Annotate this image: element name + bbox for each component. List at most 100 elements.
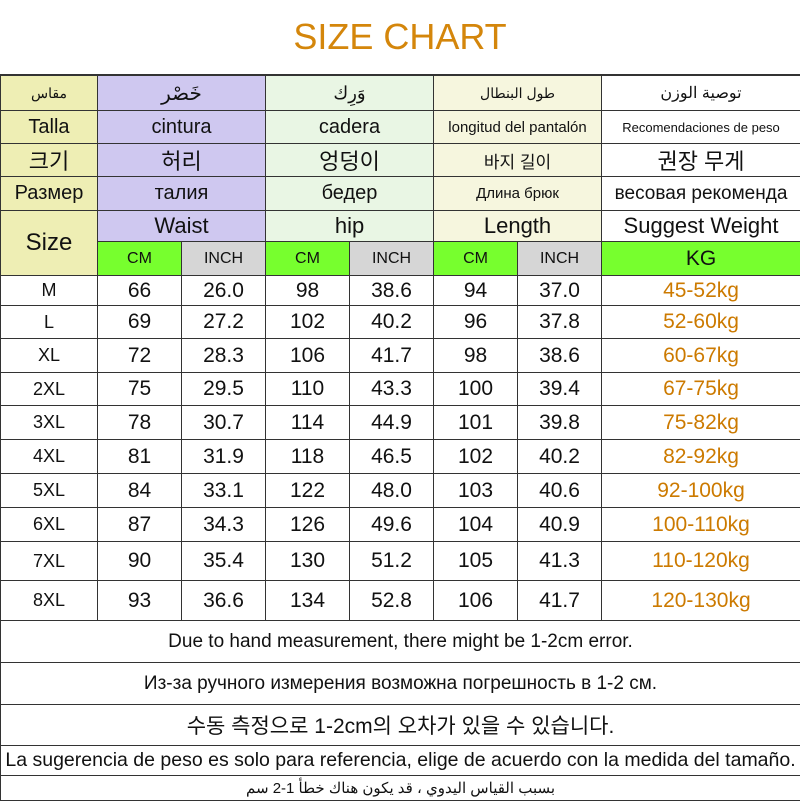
waist-header: талия <box>98 177 266 211</box>
weight-cell: 45-52kg <box>602 276 800 306</box>
weight-header: Suggest Weight <box>602 211 800 242</box>
waist-in-cell: 30.7 <box>182 406 266 440</box>
waist-cm-cell: 84 <box>98 474 182 508</box>
len-cm-cell: 105 <box>434 542 518 581</box>
unit-kg: KG <box>602 242 800 276</box>
hip-header: cadera <box>266 111 434 144</box>
len-in-cell: 40.9 <box>518 508 602 542</box>
hip-in-cell: 41.7 <box>350 339 434 373</box>
hip-in-cell: 48.0 <box>350 474 434 508</box>
waist-in-cell: 35.4 <box>182 542 266 581</box>
waist-header: Waist <box>98 211 266 242</box>
note-text: La sugerencia de peso es solo para refer… <box>1 746 800 776</box>
length-header: 바지 길이 <box>434 144 602 177</box>
hip-header: бедер <box>266 177 434 211</box>
weight-cell: 92-100kg <box>602 474 800 508</box>
note-text: Due to hand measurement, there might be … <box>1 621 800 663</box>
len-cm-cell: 104 <box>434 508 518 542</box>
unit-inch: INCH <box>182 242 266 276</box>
waist-cm-cell: 87 <box>98 508 182 542</box>
hip-cm-cell: 126 <box>266 508 350 542</box>
waist-cm-cell: 78 <box>98 406 182 440</box>
size-cell: 4XL <box>1 440 98 474</box>
waist-header: خَصْر <box>98 76 266 111</box>
size-header: مقاس <box>1 76 98 111</box>
note-row: La sugerencia de peso es solo para refer… <box>1 746 800 776</box>
weight-header: 권장 무게 <box>602 144 800 177</box>
waist-in-cell: 34.3 <box>182 508 266 542</box>
len-cm-cell: 102 <box>434 440 518 474</box>
note-row: Due to hand measurement, there might be … <box>1 621 800 663</box>
length-header: Length <box>434 211 602 242</box>
len-in-cell: 39.4 <box>518 373 602 406</box>
waist-in-cell: 26.0 <box>182 276 266 306</box>
note-row: Из-за ручного измерения возможна погрешн… <box>1 663 800 705</box>
size-cell: 7XL <box>1 542 98 581</box>
note-row: بسبب القياس اليدوي ، قد يكون هناك خطأ 1-… <box>1 776 800 801</box>
hip-cm-cell: 118 <box>266 440 350 474</box>
len-in-cell: 40.6 <box>518 474 602 508</box>
weight-header: весовая рекоменда <box>602 177 800 211</box>
waist-in-cell: 36.6 <box>182 581 266 621</box>
chart-title: SIZE CHART <box>0 0 800 75</box>
len-cm-cell: 103 <box>434 474 518 508</box>
waist-in-cell: 27.2 <box>182 306 266 339</box>
len-cm-cell: 94 <box>434 276 518 306</box>
hip-in-cell: 43.3 <box>350 373 434 406</box>
weight-cell: 100-110kg <box>602 508 800 542</box>
len-cm-cell: 100 <box>434 373 518 406</box>
hip-header: 엉덩이 <box>266 144 434 177</box>
len-in-cell: 38.6 <box>518 339 602 373</box>
length-header: longitud del pantalón <box>434 111 602 144</box>
waist-in-cell: 31.9 <box>182 440 266 474</box>
hip-cm-cell: 114 <box>266 406 350 440</box>
hip-cm-cell: 122 <box>266 474 350 508</box>
waist-cm-cell: 72 <box>98 339 182 373</box>
waist-cm-cell: 81 <box>98 440 182 474</box>
size-cell: 6XL <box>1 508 98 542</box>
hip-cm-cell: 110 <box>266 373 350 406</box>
waist-cm-cell: 75 <box>98 373 182 406</box>
unit-cm: CM <box>434 242 518 276</box>
len-in-cell: 40.2 <box>518 440 602 474</box>
size-cell: 2XL <box>1 373 98 406</box>
hip-cm-cell: 134 <box>266 581 350 621</box>
hip-in-cell: 52.8 <box>350 581 434 621</box>
hip-in-cell: 38.6 <box>350 276 434 306</box>
hip-in-cell: 44.9 <box>350 406 434 440</box>
hip-in-cell: 46.5 <box>350 440 434 474</box>
waist-header: 허리 <box>98 144 266 177</box>
waist-cm-cell: 90 <box>98 542 182 581</box>
length-header: Длина брюк <box>434 177 602 211</box>
size-cell: 3XL <box>1 406 98 440</box>
len-cm-cell: 98 <box>434 339 518 373</box>
waist-cm-cell: 93 <box>98 581 182 621</box>
waist-cm-cell: 66 <box>98 276 182 306</box>
len-cm-cell: 106 <box>434 581 518 621</box>
waist-in-cell: 29.5 <box>182 373 266 406</box>
size-cell: 5XL <box>1 474 98 508</box>
len-cm-cell: 101 <box>434 406 518 440</box>
unit-cm: CM <box>98 242 182 276</box>
note-row: 수동 측정으로 1-2cm의 오차가 있을 수 있습니다. <box>1 705 800 746</box>
len-in-cell: 41.3 <box>518 542 602 581</box>
size-header: Size <box>1 211 98 276</box>
waist-in-cell: 33.1 <box>182 474 266 508</box>
waist-in-cell: 28.3 <box>182 339 266 373</box>
hip-in-cell: 40.2 <box>350 306 434 339</box>
waist-cm-cell: 69 <box>98 306 182 339</box>
